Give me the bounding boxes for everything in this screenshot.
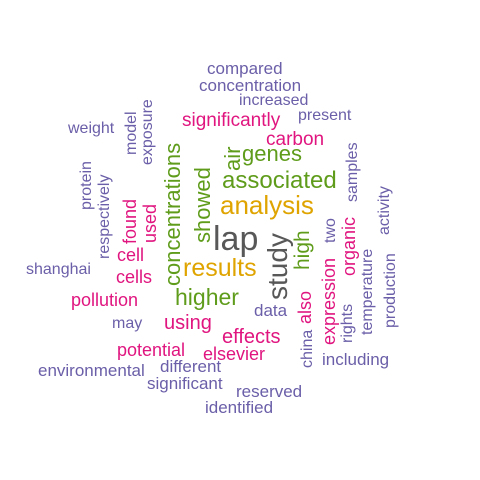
word-weight: weight — [68, 120, 115, 137]
word-potential: potential — [117, 340, 186, 360]
word-genes: genes — [242, 141, 302, 166]
word-analysis: analysis — [220, 190, 314, 220]
word-cell: cell — [117, 245, 145, 265]
word-environmental: environmental — [38, 361, 145, 380]
word-increased: increased — [239, 92, 309, 109]
word-used: used — [140, 203, 160, 243]
word-expression: expression — [319, 257, 339, 345]
word-elsevier: elsevier — [203, 344, 266, 364]
word-temperature: temperature — [359, 248, 376, 335]
word-pollution: pollution — [71, 290, 139, 310]
word-may: may — [112, 315, 143, 332]
word-found: found — [120, 198, 140, 244]
word-organic: organic — [339, 216, 359, 276]
word-identified: identified — [205, 398, 274, 417]
word-two: two — [322, 218, 339, 243]
word-activity: activity — [376, 186, 393, 235]
word-compared: compared — [207, 59, 283, 78]
word-concentration: concentration — [199, 76, 302, 95]
word-exposure: exposure — [139, 99, 156, 165]
word-significant: significant — [147, 374, 223, 393]
word-rights: rights — [339, 303, 356, 343]
word-air: air — [220, 146, 245, 171]
word-showed: showed — [190, 167, 215, 243]
word-model: model — [123, 111, 140, 155]
word-using: using — [164, 312, 212, 334]
word-effects: effects — [222, 326, 281, 348]
word-concentrations: concentrations — [160, 142, 185, 286]
word-also: also — [295, 290, 315, 324]
word-high: high — [291, 230, 314, 270]
word-china: china — [299, 329, 316, 368]
word-production: production — [382, 253, 399, 328]
word-reserved: reserved — [236, 382, 303, 401]
word-present: present — [298, 107, 352, 124]
word-samples: samples — [344, 142, 361, 202]
word-higher: higher — [175, 284, 239, 310]
word-cells: cells — [116, 267, 153, 287]
word-including: including — [322, 350, 390, 369]
word-study: study — [262, 233, 293, 300]
word-shanghai: shanghai — [26, 261, 91, 278]
word-respectively: respectively — [96, 174, 113, 259]
word-data: data — [254, 301, 288, 320]
word-different: different — [160, 357, 222, 376]
word-carbon: carbon — [266, 129, 325, 150]
word-significantly: significantly — [182, 110, 281, 131]
word-associated: associated — [222, 167, 337, 194]
word-lap: lap — [213, 220, 259, 258]
word-results: results — [183, 254, 257, 282]
word-protein: protein — [78, 161, 95, 210]
